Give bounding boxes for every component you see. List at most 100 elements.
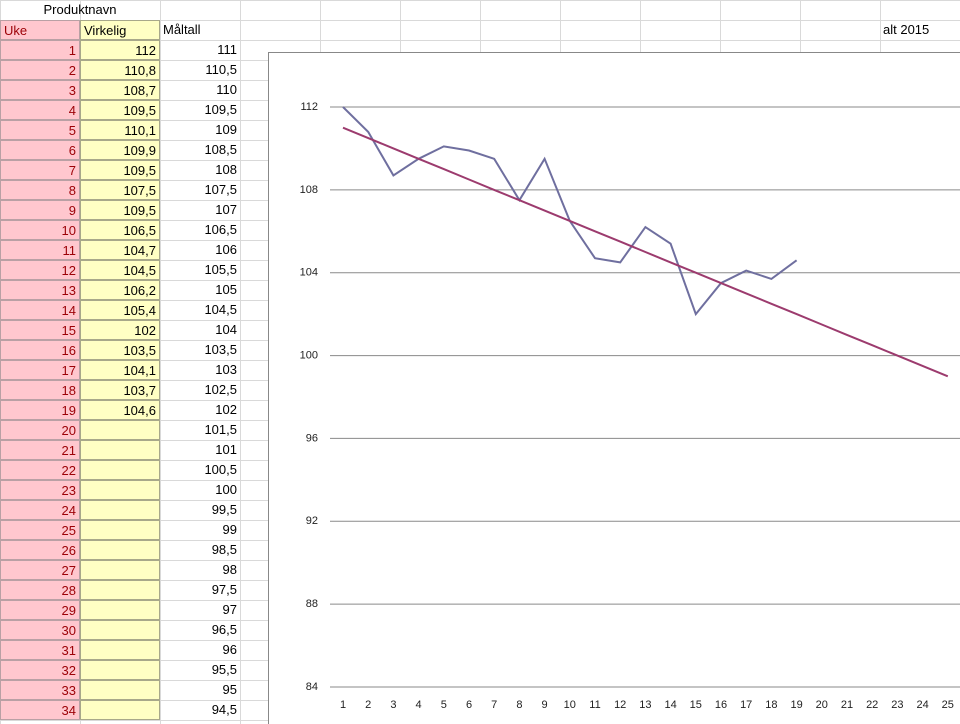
table-cell: 104,6 <box>80 400 160 420</box>
y-tick-label: 112 <box>300 101 318 113</box>
x-tick-label: 19 <box>790 699 802 711</box>
x-tick-label: 5 <box>441 699 447 711</box>
table-cell: 17 <box>0 360 80 380</box>
table-cell: 15 <box>0 320 80 340</box>
table-cell: 13 <box>0 280 80 300</box>
table-cell: 106,5 <box>80 220 160 240</box>
x-tick-label: 18 <box>765 699 777 711</box>
table-cell: 29 <box>0 600 80 620</box>
table-cell: 107,5 <box>204 182 237 197</box>
table-cell <box>80 420 160 440</box>
table-cell: 109,9 <box>80 140 160 160</box>
table-cell: 9 <box>0 200 80 220</box>
table-cell: 7 <box>0 160 80 180</box>
table-cell: 97,5 <box>211 582 237 597</box>
table-cell <box>80 640 160 660</box>
table-cell: 110,8 <box>80 60 160 80</box>
table-cell: 33 <box>0 680 80 700</box>
table-cell <box>80 440 160 460</box>
table-cell: 99 <box>222 522 237 537</box>
y-tick-label: 96 <box>306 432 318 444</box>
table-cell: 109 <box>215 122 237 137</box>
table-cell: 106,5 <box>204 222 237 237</box>
table-cell: 12 <box>0 260 80 280</box>
table-cell <box>80 500 160 520</box>
y-tick-label: 88 <box>306 598 318 610</box>
table-cell: 98,5 <box>211 542 237 557</box>
table-cell: 110 <box>216 82 237 97</box>
table-cell: 104 <box>215 322 237 337</box>
x-tick-label: 7 <box>491 699 497 711</box>
table-cell <box>80 560 160 580</box>
table-cell: 24 <box>0 500 80 520</box>
table-cell: 5 <box>0 120 80 140</box>
x-tick-label: 25 <box>942 699 954 711</box>
table-cell: 108,7 <box>80 80 160 100</box>
table-cell: 103 <box>215 362 237 377</box>
table-cell: 21 <box>0 440 80 460</box>
table-cell: 97 <box>222 602 237 617</box>
table-cell: 28 <box>0 580 80 600</box>
table-cell: 109,5 <box>204 102 237 117</box>
table-cell: 104,7 <box>80 240 160 260</box>
x-tick-label: 23 <box>891 699 903 711</box>
x-tick-label: 17 <box>740 699 752 711</box>
table-cell <box>80 520 160 540</box>
table-cell: 104,5 <box>80 260 160 280</box>
table-cell: 94,5 <box>211 702 237 717</box>
table-cell: 23 <box>0 480 80 500</box>
y-tick-label: 92 <box>306 515 318 527</box>
table-cell: 107,5 <box>80 180 160 200</box>
data-line <box>342 126 949 378</box>
table-cell: 27 <box>0 560 80 580</box>
x-tick-label: 4 <box>416 699 422 711</box>
x-tick-label: 15 <box>690 699 702 711</box>
table-cell <box>80 580 160 600</box>
x-tick-label: 20 <box>816 699 828 711</box>
table-cell: 14 <box>0 300 80 320</box>
x-tick-label: 21 <box>841 699 853 711</box>
x-tick-label: 24 <box>916 699 928 711</box>
table-cell: 103,5 <box>80 340 160 360</box>
y-tick-label: 108 <box>300 184 318 196</box>
table-cell: 102 <box>80 320 160 340</box>
table-cell <box>80 540 160 560</box>
x-tick-label: 3 <box>390 699 396 711</box>
sheet-title: Produktnavn <box>43 2 117 17</box>
table-cell: 26 <box>0 540 80 560</box>
table-cell: 112 <box>80 40 160 60</box>
table-cell: 110,5 <box>205 62 237 77</box>
table-cell: 108 <box>215 162 237 177</box>
table-cell: 103,7 <box>80 380 160 400</box>
table-cell: 1 <box>0 40 80 60</box>
table-cell: 109,5 <box>80 100 160 120</box>
table-cell: 8 <box>0 180 80 200</box>
table-cell: 106 <box>215 242 237 257</box>
table-cell: 31 <box>0 640 80 660</box>
y-tick-label: 104 <box>300 267 318 279</box>
table-cell: 11 <box>0 240 80 260</box>
x-tick-label: 11 <box>589 699 600 711</box>
x-tick-label: 16 <box>715 699 727 711</box>
x-tick-label: 6 <box>466 699 472 711</box>
table-cell: 108,5 <box>204 142 237 157</box>
table-cell <box>80 680 160 700</box>
table-cell: 95 <box>222 682 237 697</box>
table-cell: 96 <box>222 642 237 657</box>
header-cell: Måltall <box>163 22 201 37</box>
table-cell <box>80 700 160 720</box>
table-cell: 30 <box>0 620 80 640</box>
y-tick-label: 100 <box>300 349 318 361</box>
y-tick-label: 84 <box>306 681 318 693</box>
table-cell <box>80 480 160 500</box>
table-cell: 106,2 <box>80 280 160 300</box>
table-cell: 98 <box>222 562 237 577</box>
table-cell: 101 <box>215 442 237 457</box>
table-cell: 16 <box>0 340 80 360</box>
table-cell <box>80 620 160 640</box>
table-cell: 109,5 <box>80 160 160 180</box>
table-cell: 101,5 <box>204 422 237 437</box>
table-cell <box>80 600 160 620</box>
table-cell: 4 <box>0 100 80 120</box>
